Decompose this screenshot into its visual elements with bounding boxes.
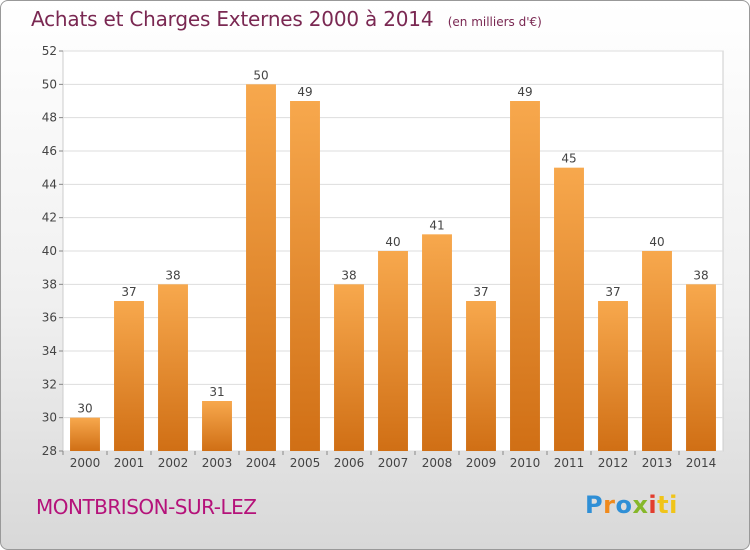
x-tick-label: 2006	[334, 456, 365, 470]
x-tick-label: 2003	[202, 456, 233, 470]
x-tick-label: 2000	[70, 456, 101, 470]
x-tick-label: 2002	[158, 456, 189, 470]
x-tick-label: 2014	[686, 456, 717, 470]
bar-2005	[290, 101, 320, 451]
bar-2011	[554, 167, 584, 451]
x-tick-label: 2013	[642, 456, 673, 470]
x-tick-label: 2009	[466, 456, 497, 470]
chart-unit: (en milliers d'€)	[447, 15, 542, 29]
bar-2010	[510, 101, 540, 451]
x-axis-labels: 2000 2001 2002 2003 2004 2005 2006 2007 2008 2009…	[62, 451, 717, 470]
commune-name: MONTBRISON-SUR-LEZ	[36, 495, 257, 519]
y-tick-label: 36	[42, 311, 57, 325]
y-tick-label: 50	[42, 77, 57, 91]
x-tick-label: 2012	[598, 456, 629, 470]
data-label: 40	[385, 235, 400, 249]
data-label: 41	[429, 218, 444, 232]
data-label: 38	[165, 268, 180, 282]
x-tick-label: 2010	[510, 456, 541, 470]
logo-letter: o	[615, 491, 633, 519]
bar-2003	[202, 401, 232, 451]
y-tick-label: 38	[42, 277, 57, 291]
logo-letter: ti	[657, 491, 678, 519]
data-label: 37	[473, 285, 488, 299]
x-tick-label: 2011	[554, 456, 585, 470]
chart-title: Achats et Charges Externes 2000 à 2014 (…	[31, 7, 542, 31]
data-label: 49	[297, 85, 312, 99]
bars	[70, 84, 716, 451]
x-tick-label: 2005	[290, 456, 321, 470]
y-tick-label: 52	[42, 44, 57, 58]
x-tick-label: 2008	[422, 456, 453, 470]
x-tick-label: 2004	[246, 456, 277, 470]
bar-2008	[422, 234, 452, 451]
y-tick-label: 32	[42, 377, 57, 391]
logo-letter: i	[648, 491, 658, 519]
data-label: 30	[77, 402, 92, 416]
bar-2014	[686, 284, 716, 451]
bar-2013	[642, 251, 672, 451]
x-tick-label: 2007	[378, 456, 409, 470]
logo-letter: P	[585, 491, 604, 519]
logo-letter: r	[603, 491, 616, 519]
chart-title-text: Achats et Charges Externes 2000 à 2014	[31, 7, 434, 31]
y-tick-label: 40	[42, 244, 57, 258]
y-axis-labels: 28 30 32 34 36 38 40 42 44 46 48 50 52	[42, 44, 57, 458]
bar-2002	[158, 284, 188, 451]
bar-2012	[598, 301, 628, 451]
y-tick-label: 30	[42, 411, 57, 425]
data-label: 45	[561, 152, 576, 166]
y-tick-label: 34	[42, 344, 57, 358]
bar-2001	[114, 301, 144, 451]
bar-2006	[334, 284, 364, 451]
bar-2000	[70, 417, 100, 451]
data-label: 37	[605, 285, 620, 299]
data-label: 50	[253, 68, 268, 82]
data-label: 37	[121, 285, 136, 299]
bar-2004	[246, 84, 276, 451]
bar-2007	[378, 251, 408, 451]
y-tick-label: 46	[42, 144, 57, 158]
bar-2009	[466, 301, 496, 451]
data-label: 40	[649, 235, 664, 249]
data-label: 31	[209, 385, 224, 399]
data-label: 49	[517, 85, 532, 99]
y-tick-label: 42	[42, 211, 57, 225]
y-tick-label: 48	[42, 111, 57, 125]
x-tick-label: 2001	[114, 456, 145, 470]
data-labels: 30 37 38 31 50 49 38 40 41 37 49 45 37 40 38	[77, 68, 708, 415]
y-tick-label: 28	[42, 444, 57, 458]
proxiti-logo: Proxiti	[585, 491, 678, 519]
y-tick-label: 44	[42, 177, 57, 191]
data-label: 38	[693, 268, 708, 282]
logo-letter: x	[632, 491, 649, 519]
data-label: 38	[341, 268, 356, 282]
